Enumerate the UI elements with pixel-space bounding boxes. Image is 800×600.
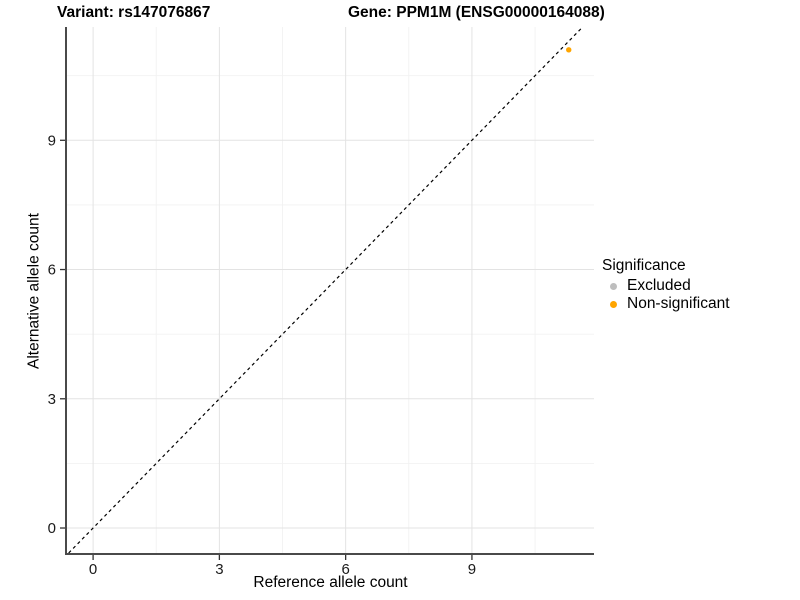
legend-items: Excluded Non-significant xyxy=(602,277,730,313)
identity-line xyxy=(68,26,584,554)
x-tick-label: 0 xyxy=(89,561,97,578)
y-axis-title: Alternative allele count xyxy=(25,213,43,369)
plot-canvas: 0 3 6 9 0 3 6 9 xyxy=(48,26,594,578)
y-tick-label: 0 xyxy=(48,520,56,537)
legend-item-non-significant: Non-significant xyxy=(602,295,730,313)
variant-title: Variant: rs147076867 xyxy=(57,4,211,21)
data-point xyxy=(566,47,572,53)
x-tick-label: 6 xyxy=(341,561,349,578)
legend: Significance Excluded Non-significant xyxy=(602,256,730,313)
y-tick-label: 3 xyxy=(48,391,56,408)
legend-title: Significance xyxy=(602,257,686,274)
plot-panel: 0 3 6 9 0 3 6 9 xyxy=(48,26,594,578)
y-tick-label: 9 xyxy=(48,132,56,149)
legend-swatch-icon xyxy=(610,282,617,290)
gene-title: Gene: PPM1M (ENSG00000164088) xyxy=(348,4,605,21)
x-tick-label: 9 xyxy=(468,561,476,578)
legend-swatch-icon xyxy=(610,300,617,308)
legend-label: Non-significant xyxy=(627,295,730,312)
legend-label: Excluded xyxy=(627,277,691,294)
y-tick-label: 6 xyxy=(48,262,56,279)
x-axis-title: Reference allele count xyxy=(253,574,408,591)
legend-item-excluded: Excluded xyxy=(602,277,730,295)
x-tick-label: 3 xyxy=(215,561,223,578)
